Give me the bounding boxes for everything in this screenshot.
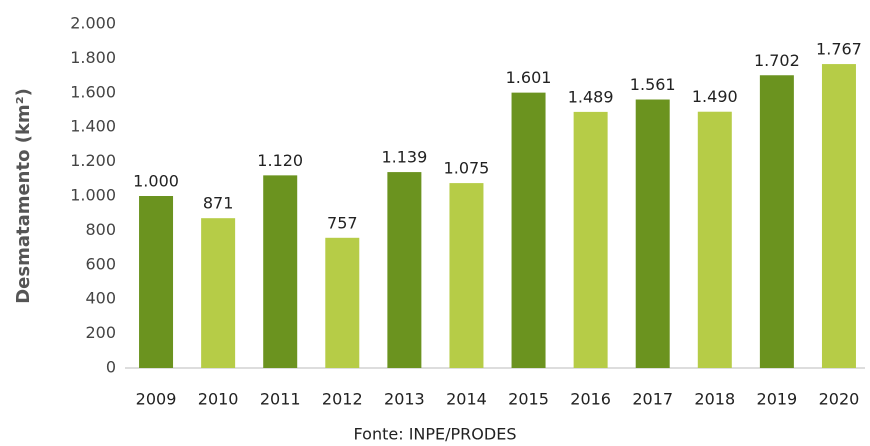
y-tick-label: 2.000 xyxy=(70,14,116,33)
y-tick-label: 1.600 xyxy=(70,82,116,101)
x-tick-label: 2012 xyxy=(322,390,363,409)
bar xyxy=(387,172,422,368)
bar xyxy=(511,92,546,369)
x-tick-label: 2014 xyxy=(446,390,487,409)
y-tick-label: 200 xyxy=(85,323,116,342)
bar xyxy=(821,64,856,369)
y-axis-title: Desmatamento (km²) xyxy=(13,88,34,304)
source-note: Fonte: INPE/PRODES xyxy=(354,425,517,444)
y-tick-label: 600 xyxy=(85,254,116,273)
x-tick-label: 2019 xyxy=(757,390,798,409)
data-label: 1.000 xyxy=(133,172,179,191)
data-label: 1.561 xyxy=(630,75,676,94)
y-tick-label: 400 xyxy=(85,289,116,308)
bar xyxy=(449,183,484,368)
data-label: 1.139 xyxy=(381,148,427,167)
y-tick-label: 1.000 xyxy=(70,186,116,205)
data-label: 1.601 xyxy=(506,68,552,87)
data-label: 1.489 xyxy=(568,87,614,106)
y-tick-label: 800 xyxy=(85,220,116,239)
y-tick-label: 1.800 xyxy=(70,48,116,67)
data-label: 1.075 xyxy=(444,159,490,178)
x-tick-label: 2018 xyxy=(694,390,735,409)
x-tick-label: 2017 xyxy=(632,390,673,409)
y-tick-label: 1.400 xyxy=(70,117,116,136)
x-tick-label: 2013 xyxy=(384,390,425,409)
bar xyxy=(697,111,732,368)
bar xyxy=(263,175,298,368)
data-label: 1.702 xyxy=(754,51,800,70)
bar xyxy=(139,196,174,368)
data-label: 757 xyxy=(327,213,358,232)
bar xyxy=(573,111,608,368)
data-label: 1.767 xyxy=(816,40,862,59)
data-label: 871 xyxy=(203,194,234,213)
x-tick-label: 2010 xyxy=(198,390,239,409)
x-tick-label: 2016 xyxy=(570,390,611,409)
x-tick-label: 2020 xyxy=(819,390,860,409)
x-tick-label: 2009 xyxy=(136,390,177,409)
x-tick-label: 2011 xyxy=(260,390,301,409)
bar xyxy=(759,75,794,369)
bar xyxy=(201,218,236,368)
bar xyxy=(635,99,670,369)
data-label: 1.490 xyxy=(692,87,738,106)
data-label: 1.120 xyxy=(257,151,303,170)
y-tick-label: 0 xyxy=(106,358,116,377)
x-tick-label: 2015 xyxy=(508,390,549,409)
bar xyxy=(325,237,360,368)
y-tick-label: 1.200 xyxy=(70,151,116,170)
